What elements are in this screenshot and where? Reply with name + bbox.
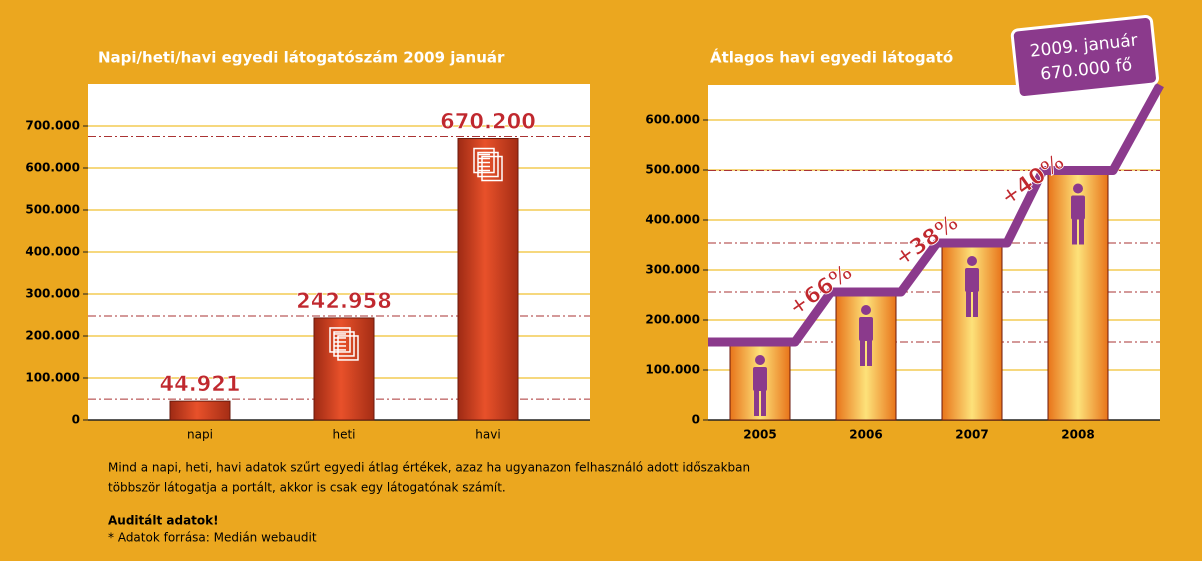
y-tick-label: 300.000 [645, 263, 700, 277]
bar [169, 400, 231, 421]
icon [754, 389, 759, 416]
y-tick-label: 500.000 [25, 203, 80, 217]
y-tick-label: 100.000 [25, 371, 80, 385]
y-tick-label: 0 [72, 413, 80, 427]
icon [761, 389, 766, 416]
footer-source: * Adatok forrása: Medián webaudit [108, 531, 317, 545]
footer-audit: Auditált adatok! [108, 514, 219, 528]
icon [1072, 217, 1077, 245]
footer-note: többször látogatja a portált, akkor is c… [108, 481, 506, 495]
bar [313, 317, 375, 421]
icon [867, 339, 872, 366]
footer-note: Mind a napi, heti, havi adatok szűrt egy… [108, 461, 750, 475]
y-tick-label: 0 [692, 413, 700, 427]
icon [860, 339, 865, 366]
icon [1071, 195, 1085, 220]
growth-line [708, 82, 1164, 347]
bar [457, 138, 519, 421]
y-tick-label: 400.000 [645, 213, 700, 227]
callout [1010, 14, 1159, 100]
x-tick-label: havi [475, 428, 500, 442]
chart-title: Napi/heti/havi egyedi látogatószám 2009 … [98, 49, 505, 67]
icon [861, 305, 871, 315]
charts: 0 100.000 200.000 300.000 400.000 500.000 600.… [25, 14, 1164, 442]
icon [966, 290, 971, 317]
data-label: 670.200 [440, 110, 536, 134]
icon [477, 151, 499, 178]
icon [481, 155, 503, 182]
y-tick-label: 300.000 [25, 287, 80, 301]
icon [337, 335, 359, 361]
y-tick-label: 500.000 [645, 163, 700, 177]
icon [755, 355, 765, 365]
icon [753, 367, 767, 391]
x-tick-label: heti [332, 428, 355, 442]
x-tick-label: 2007 [955, 428, 988, 442]
y-tick-label: 100.000 [645, 363, 700, 377]
x-tick-label: 2005 [743, 428, 776, 442]
x-tick-label: napi [187, 428, 213, 442]
y-tick-label: 700.000 [25, 119, 80, 133]
icon [333, 331, 355, 357]
y-tick-label: 600.000 [645, 113, 700, 127]
icon [973, 290, 978, 317]
x-tick-label: 2008 [1061, 428, 1094, 442]
icon [473, 147, 495, 174]
icon [967, 256, 977, 266]
icon [859, 317, 873, 341]
icon [1079, 217, 1084, 245]
y-tick-label: 400.000 [25, 245, 80, 259]
icon [1073, 183, 1083, 194]
chart-title: Átlagos havi egyedi látogató [710, 48, 953, 67]
data-label: 44.921 [159, 372, 240, 396]
icon [329, 327, 351, 353]
y-tick-label: 600.000 [25, 161, 80, 175]
data-label: 242.958 [296, 289, 392, 313]
y-tick-label: 200.000 [645, 313, 700, 327]
y-tick-label: 200.000 [25, 329, 80, 343]
x-tick-label: 2006 [849, 428, 882, 442]
icon [965, 268, 979, 292]
